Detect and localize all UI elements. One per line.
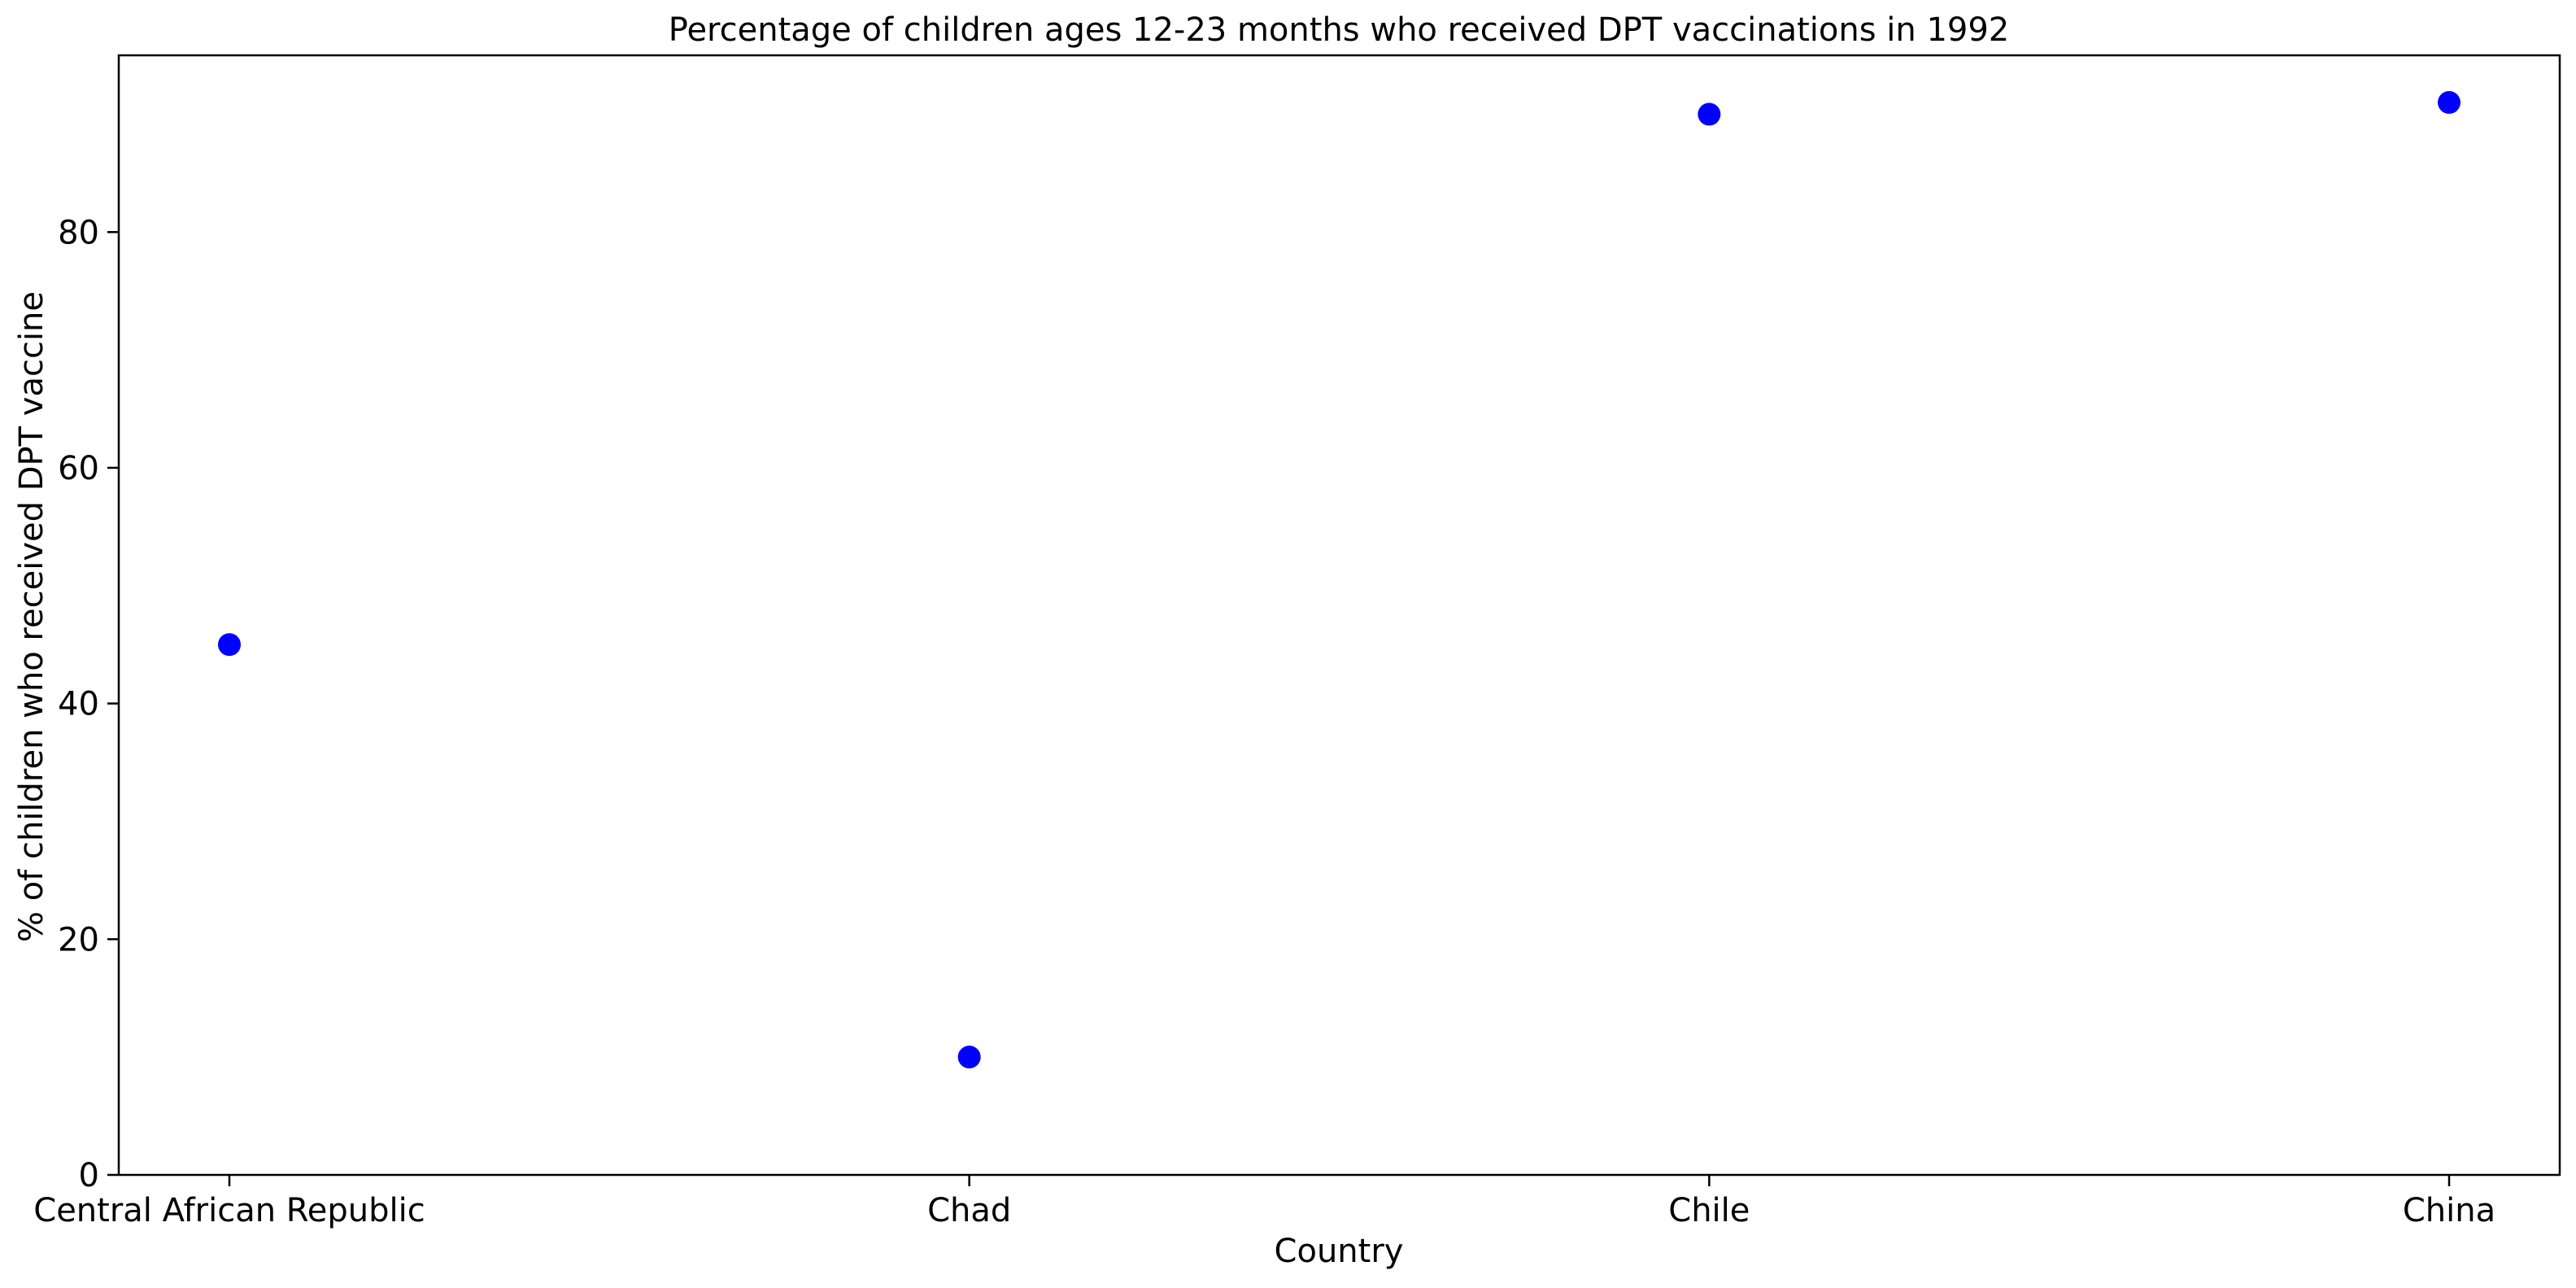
y-tick-label: 0 — [79, 1157, 99, 1194]
data-point — [1698, 103, 1721, 126]
y-tick-label: 60 — [58, 450, 99, 487]
y-tick-label: 80 — [58, 214, 99, 251]
y-axis-label: % of children who received DPT vaccine — [13, 291, 50, 942]
data-point — [957, 1046, 981, 1069]
points-layer — [218, 90, 2460, 1069]
x-tick-label: Chad — [927, 1192, 1011, 1229]
data-point — [218, 633, 241, 657]
x-tick-label: Chile — [1668, 1192, 1750, 1229]
chart-title: Percentage of children ages 12-23 months… — [669, 11, 2010, 49]
data-point — [2438, 90, 2460, 114]
x-tick-label: Central African Republic — [33, 1192, 425, 1229]
y-tick-label: 20 — [58, 921, 99, 958]
x-tick-label: China — [2403, 1192, 2495, 1229]
x-axis-label: Country — [1275, 1233, 1404, 1270]
ticks-layer: 0 20 40 60 80 Central African Republic Chad Chi… — [33, 214, 2495, 1229]
y-tick-label: 40 — [58, 686, 99, 723]
plot-frame — [117, 54, 2561, 1177]
